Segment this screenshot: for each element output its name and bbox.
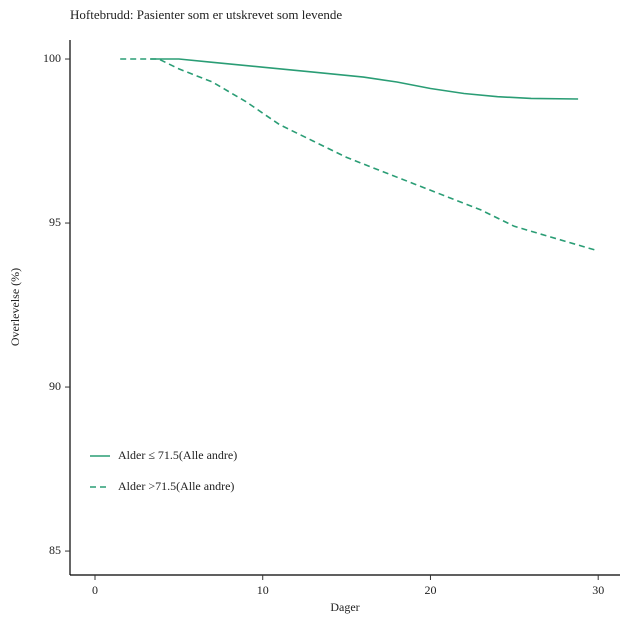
y-tick-label: 85 (49, 543, 61, 557)
x-tick-label: 20 (424, 583, 436, 597)
chart-title: Hoftebrudd: Pasienter som er utskrevet s… (70, 7, 342, 22)
series-line (150, 58, 579, 100)
x-tick-label: 0 (92, 583, 98, 597)
x-tick-label: 30 (592, 583, 604, 597)
y-tick-label: 100 (43, 51, 61, 65)
y-tick-label: 95 (49, 215, 61, 229)
series-line (120, 58, 599, 252)
legend-label: Alder ≤ 71.5(Alle andre) (118, 448, 237, 462)
x-tick-label: 10 (257, 583, 269, 597)
y-tick-label: 90 (49, 379, 61, 393)
legend-label: Alder >71.5(Alle andre) (118, 479, 234, 493)
x-axis-title: Dager (330, 600, 359, 614)
y-axis-title: Overlevelse (%) (8, 268, 22, 346)
